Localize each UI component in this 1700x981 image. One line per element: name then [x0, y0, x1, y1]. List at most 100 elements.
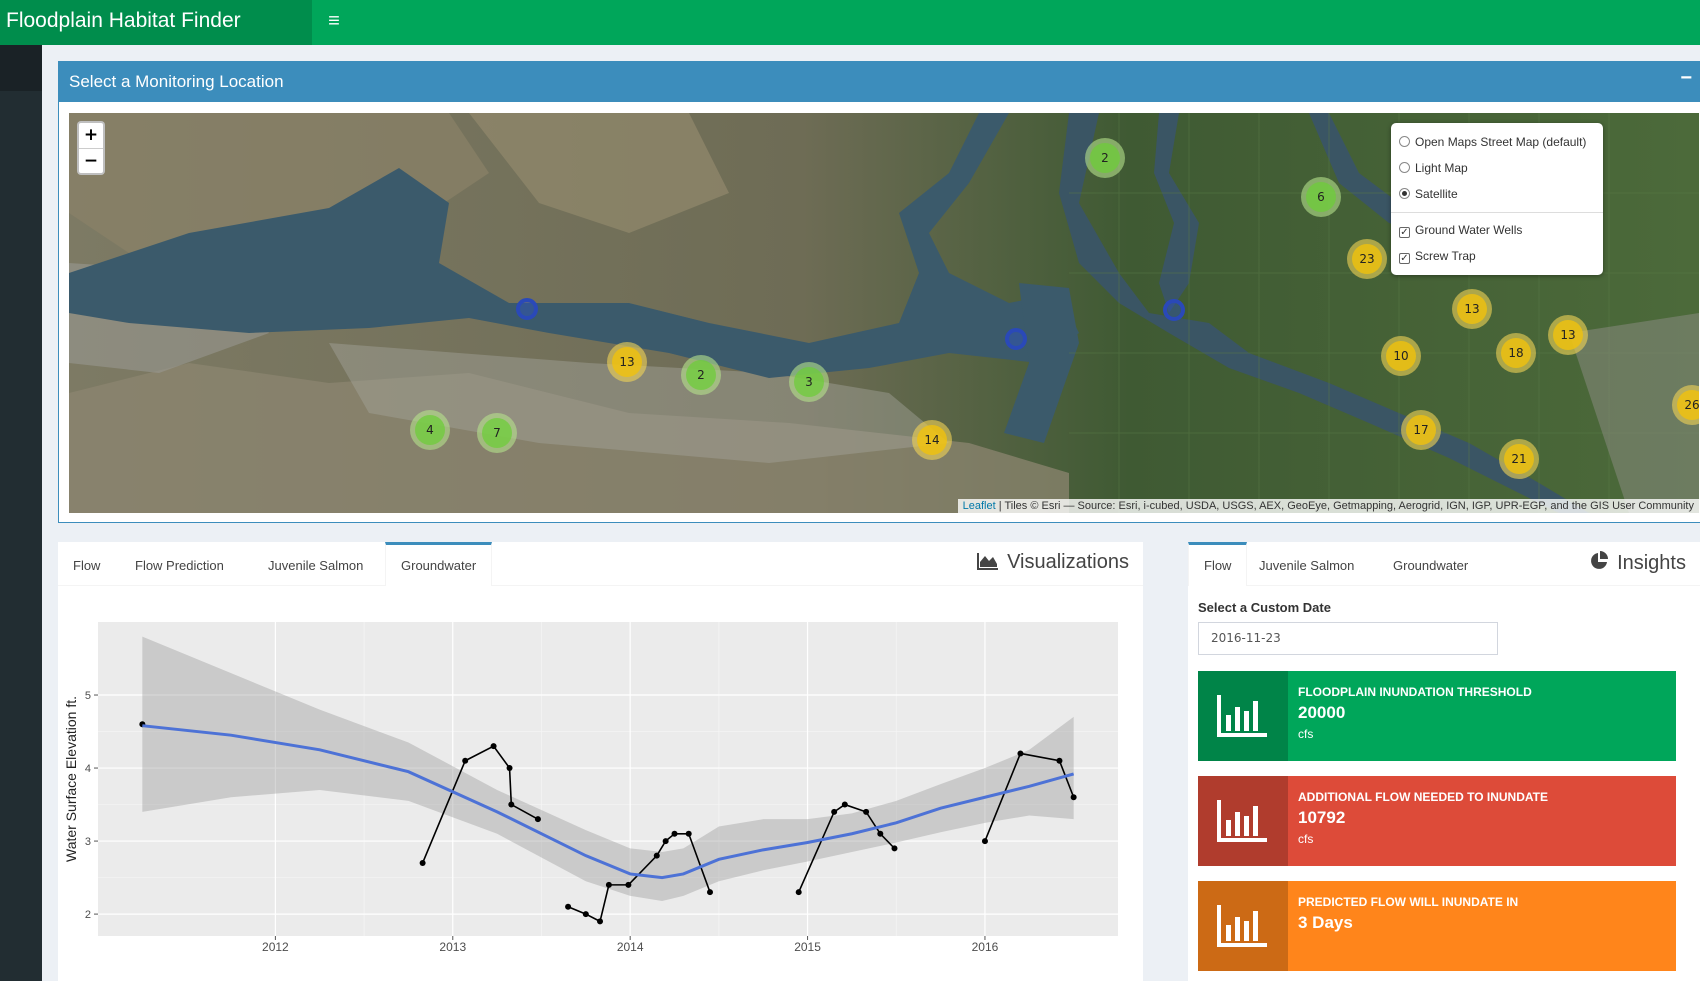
tile-attribution: | Tiles © Esri — Source: Esri, i-cubed, …	[995, 500, 1694, 512]
tab-juvenile-salmon[interactable]: Juvenile Salmon	[1259, 558, 1355, 573]
tab-flow[interactable]: Flow	[73, 558, 101, 573]
tab-flow[interactable]: Flow	[1188, 542, 1248, 586]
y-tick-label: 2	[85, 909, 91, 921]
visualizations-panel: Flow Flow Prediction Juvenile Salmon Gro…	[58, 542, 1143, 981]
basemap-option-light[interactable]: Light Map	[1399, 155, 1595, 181]
well-marker[interactable]	[1163, 299, 1185, 321]
data-point	[462, 757, 469, 764]
insights-panel: Flow Juvenile Salmon Groundwater Insight…	[1188, 542, 1700, 981]
tab-juvenile-salmon[interactable]: Juvenile Salmon	[268, 558, 364, 573]
info-title: ADDITIONAL FLOW NEEDED TO INUNDATE	[1298, 790, 1548, 804]
map-panel-header: Select a Monitoring Location −	[59, 62, 1700, 102]
map-panel-title: Select a Monitoring Location	[69, 72, 284, 91]
data-point	[490, 743, 497, 750]
data-point	[582, 911, 589, 918]
data-point	[685, 830, 692, 837]
map-canvas[interactable]: 2 6 8 23 13 13 10 18 26 17 21 13 2 3 4 7…	[69, 113, 1699, 513]
map-cluster-marker[interactable]: 13	[607, 342, 647, 382]
bar-chart-icon	[1198, 881, 1288, 971]
map-cluster-marker[interactable]: 4	[410, 410, 450, 450]
observation-line	[984, 752, 1075, 842]
map-cluster-marker[interactable]: 26	[1672, 385, 1699, 425]
groundwater-chart: 2012 2013 2014 2015 2016 2 3 4 5 Water Surface El…	[63, 622, 1118, 954]
visualizations-heading: Visualizations	[977, 551, 1129, 574]
radio-icon	[1399, 162, 1410, 173]
info-unit: cfs	[1298, 727, 1314, 741]
info-box-additional-flow: ADDITIONAL FLOW NEEDED TO INUNDATE 10792…	[1198, 776, 1676, 866]
map-cluster-marker[interactable]: 6	[1301, 177, 1341, 217]
info-value: 3 Days	[1298, 913, 1353, 932]
data-point	[662, 838, 669, 845]
info-box-predicted-inundation: PREDICTED FLOW WILL INUNDATE IN 3 Days	[1198, 881, 1676, 971]
data-point	[841, 801, 848, 808]
x-tick-label: 2013	[439, 940, 466, 954]
overlay-ground-water-wells[interactable]: ✓ Ground Water Wells	[1399, 223, 1523, 238]
map-panel: Select a Monitoring Location −	[58, 61, 1700, 523]
well-marker[interactable]	[516, 298, 538, 320]
info-title: PREDICTED FLOW WILL INUNDATE IN	[1298, 895, 1519, 909]
map-cluster-marker[interactable]: 7	[477, 413, 517, 453]
visualization-tabs: Flow Flow Prediction Juvenile Salmon Gro…	[58, 542, 1143, 586]
observation-line	[567, 832, 711, 923]
bar-chart-icon	[1198, 671, 1288, 761]
map-cluster-marker[interactable]: 2	[681, 355, 721, 395]
layer-control: Open Maps Street Map (default) Light Map…	[1391, 123, 1603, 275]
sidebar-toggle-button[interactable]: ≡	[312, 0, 356, 45]
data-point	[671, 830, 678, 837]
map-cluster-marker[interactable]: 10	[1381, 336, 1421, 376]
data-point	[1017, 750, 1024, 757]
x-tick-label: 2016	[972, 940, 999, 954]
radio-selected-icon	[1399, 188, 1410, 199]
map-cluster-marker[interactable]: 14	[912, 420, 952, 460]
tab-flow-prediction[interactable]: Flow Prediction	[135, 558, 224, 573]
data-point	[419, 859, 426, 866]
map-cluster-marker[interactable]: 23	[1347, 239, 1387, 279]
info-box-inundation-threshold: FLOODPLAIN INUNDATION THRESHOLD 20000 cf…	[1198, 671, 1676, 761]
map-attribution: Leaflet | Tiles © Esri — Source: Esri, i…	[957, 499, 1699, 513]
map-cluster-marker[interactable]: 2	[1085, 138, 1125, 178]
data-point	[795, 889, 802, 896]
top-navbar: Floodplain Habitat Finder ≡	[0, 0, 1700, 45]
data-point	[565, 903, 572, 910]
tab-groundwater[interactable]: Groundwater	[1393, 558, 1469, 573]
tab-groundwater[interactable]: Groundwater	[385, 542, 493, 586]
data-point	[707, 889, 713, 896]
y-tick-label: 4	[85, 763, 91, 775]
map-cluster-marker[interactable]: 13	[1452, 289, 1492, 329]
data-point	[605, 881, 612, 888]
insight-tabs: Flow Juvenile Salmon Groundwater	[1188, 542, 1700, 586]
map-cluster-marker[interactable]: 21	[1499, 439, 1539, 479]
overlay-screw-trap[interactable]: ✓ Screw Trap	[1399, 249, 1476, 264]
basemap-option-satellite[interactable]: Satellite	[1399, 181, 1595, 207]
data-point	[877, 830, 884, 837]
info-title: FLOODPLAIN INUNDATION THRESHOLD	[1298, 685, 1532, 699]
sidebar	[0, 45, 42, 981]
data-point	[891, 845, 898, 852]
map-cluster-marker[interactable]: 13	[1548, 315, 1588, 355]
collapse-button[interactable]: −	[1680, 67, 1692, 89]
data-point	[981, 838, 988, 845]
well-marker[interactable]	[1005, 328, 1027, 350]
map-cluster-marker[interactable]: 3	[789, 362, 829, 402]
data-point	[863, 808, 870, 815]
info-unit: cfs	[1298, 832, 1314, 846]
y-tick-label: 3	[85, 836, 91, 848]
trend-line	[142, 724, 1075, 880]
map-cluster-marker[interactable]: 17	[1401, 410, 1441, 450]
info-value: 10792	[1298, 808, 1346, 827]
data-point	[1070, 794, 1077, 801]
x-tick-label: 2014	[617, 940, 644, 954]
custom-date-input[interactable]: 2016-11-23	[1198, 622, 1498, 655]
basemap-option-street[interactable]: Open Maps Street Map (default)	[1399, 129, 1595, 155]
leaflet-link[interactable]: Leaflet	[962, 500, 996, 512]
zoom-out-button[interactable]: −	[79, 148, 103, 173]
data-point	[831, 808, 838, 815]
data-point	[597, 918, 604, 925]
y-tick-label: 5	[85, 690, 91, 702]
zoom-in-button[interactable]: +	[83, 125, 99, 145]
hamburger-icon: ≡	[328, 10, 340, 32]
map-cluster-marker[interactable]: 18	[1496, 333, 1536, 373]
app-title[interactable]: Floodplain Habitat Finder	[0, 0, 312, 45]
data-point	[534, 816, 541, 823]
layer-separator	[1391, 212, 1603, 213]
